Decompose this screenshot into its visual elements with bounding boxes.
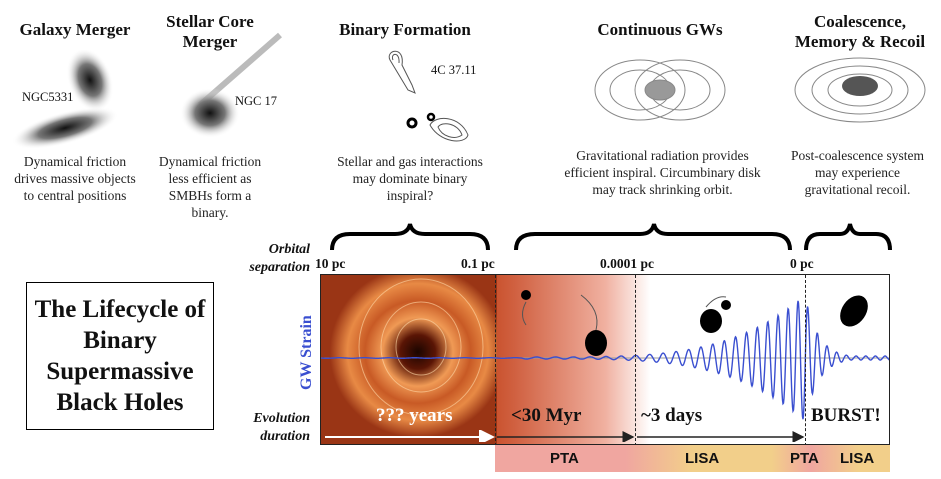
stellar-core-merger-image	[180, 32, 282, 138]
caption-continuous-gws: Gravitational radiation provides efficie…	[564, 148, 761, 197]
object-label-4c3711: 4C 37.11	[431, 63, 477, 77]
duration-30myr: <30 Myr	[511, 405, 582, 426]
gw-strain-plot	[321, 290, 889, 420]
orbital-separation-label: Orbital separation	[249, 242, 310, 275]
separation-10pc: 10 pc	[315, 256, 346, 271]
divider-0pc	[805, 275, 806, 444]
gw-strain-label: GW Strain	[298, 315, 315, 390]
caption-binary-formation: Stellar and gas interactions may dominat…	[337, 154, 483, 203]
black-hole-icons	[521, 290, 868, 356]
divider-0.1pc	[495, 275, 496, 444]
brace-binary-formation	[330, 223, 490, 251]
detector-lisa-burst: LISA	[840, 450, 875, 467]
object-label-ngc17: NGC 17	[235, 94, 278, 108]
brace-continuous-gws	[514, 223, 792, 251]
coalescence-image	[794, 57, 926, 123]
divider-0.0001pc	[635, 275, 636, 444]
main-title: The Lifecycle of Binary Supermassive Bla…	[26, 282, 214, 430]
object-label-ngc5331: NGC5331	[22, 90, 74, 104]
duration-3days: ~3 days	[641, 405, 703, 426]
caption-galaxy-merger: Dynamical friction drives massive object…	[14, 154, 136, 203]
separation-0.0001pc: 0.0001 pc	[600, 256, 654, 271]
radio-contour-image	[388, 50, 469, 142]
duration-burst: BURST!	[811, 405, 881, 426]
duration-unknown: ??? years	[376, 405, 453, 426]
evolution-duration-label: Evolution duration	[253, 411, 310, 444]
gw-strain-waveform	[321, 300, 889, 420]
detector-pta: PTA	[550, 450, 579, 467]
caption-coalescence: Post-coalescence system may experience g…	[790, 148, 925, 197]
detector-pta-burst: PTA	[790, 450, 819, 467]
separation-0.1pc: 0.1 pc	[461, 256, 495, 271]
brace-coalescence	[804, 223, 892, 251]
caption-stellar-core-merger: Dynamical friction less efficient as SMB…	[158, 154, 262, 220]
detector-lisa: LISA	[685, 450, 720, 467]
separation-0pc: 0 pc	[790, 256, 814, 271]
stage-title-galaxy-merger: Galaxy Merger	[19, 20, 131, 39]
stage-title-coalescence: Coalescence, Memory & Recoil	[794, 12, 926, 51]
stage-title-continuous-gws: Continuous GWs	[597, 20, 723, 39]
detector-band: PTA LISA PTA LISA	[495, 445, 890, 472]
stage-title-stellar-core-merger: Stellar Core Merger	[166, 12, 254, 51]
stage-title-binary-formation: Binary Formation	[339, 20, 471, 39]
plot-area: ??? years <30 Myr ~3 days BURST!	[320, 274, 890, 445]
duration-arrows	[325, 430, 805, 442]
accretion-disk-image	[321, 275, 497, 444]
braces	[330, 223, 892, 251]
galaxy-merger-image	[11, 50, 119, 150]
continuous-gw-image	[594, 59, 726, 121]
